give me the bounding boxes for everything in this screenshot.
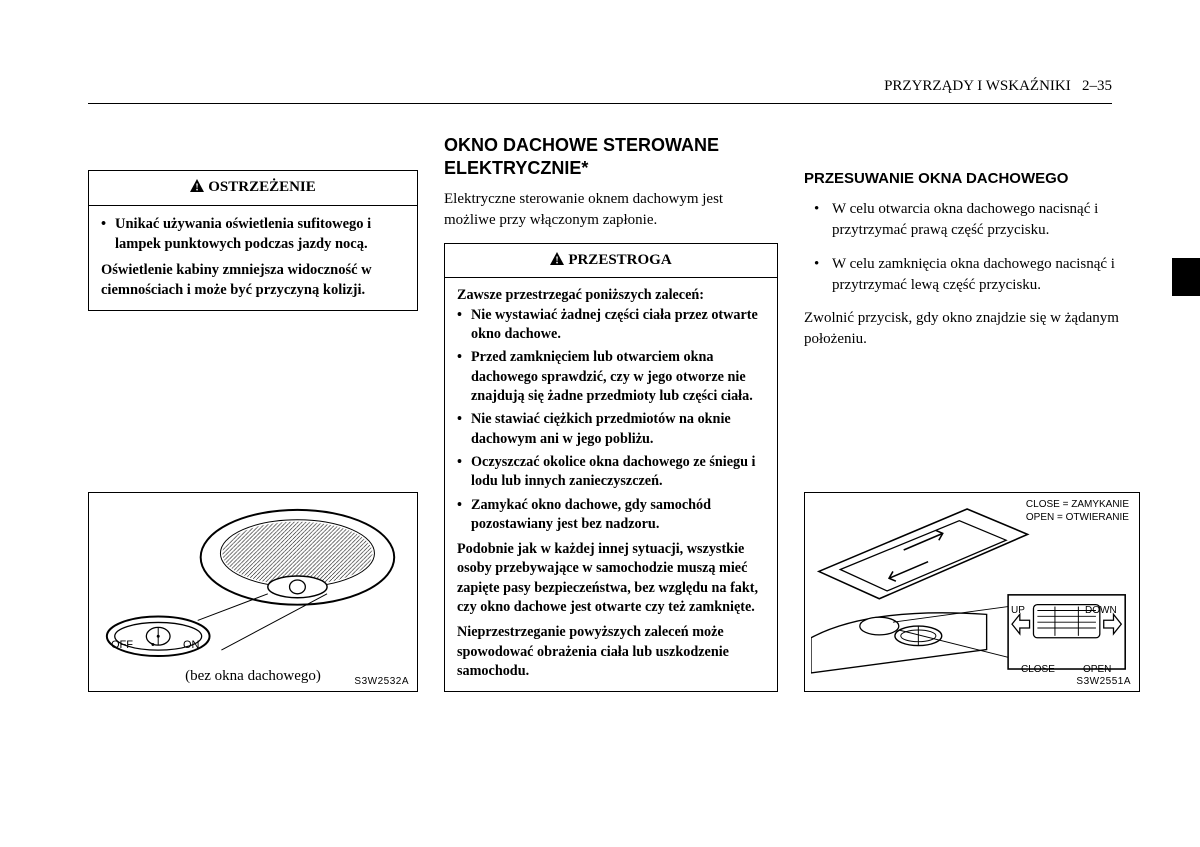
caution-icon: ! — [550, 251, 564, 271]
caution-item: Oczyszczać okolice okna dachowego ze śni… — [471, 453, 765, 492]
label-up: UP — [1011, 605, 1025, 616]
column-left: ! OSTRZEŻENIE Unikać używania oświetleni… — [88, 134, 418, 692]
instruction-item: W celu otwarcia okna dachowego nacisnąć … — [832, 199, 1140, 242]
svg-text:!: ! — [196, 183, 199, 193]
legend-open: OPEN = OTWIERANIE — [1026, 512, 1129, 525]
label-on: ON — [183, 639, 200, 651]
figure-sunroof: CLOSE = ZAMYKANIE OPEN = OTWIERANIE UP D… — [804, 492, 1140, 692]
column-center: OKNO DACHOWE STEROWANE ELEKTRYCZNIE* Ele… — [444, 134, 778, 692]
instruction-item: W celu zamknięcia okna dachowego nacisną… — [832, 254, 1140, 297]
subsection-title: PRZESUWANIE OKNA DACHOWEGO — [804, 170, 1140, 187]
figure-interior-light: OFF ON • (bez okna dachowego) S3W2532A — [88, 492, 418, 692]
warning-title-row: ! OSTRZEŻENIE — [89, 171, 417, 206]
warning-box: ! OSTRZEŻENIE Unikać używania oświetleni… — [88, 170, 418, 311]
figure-code: S3W2551A — [1076, 676, 1131, 687]
legend-close: CLOSE = ZAMYKANIE — [1026, 499, 1129, 512]
sunroof-illustration — [811, 499, 1133, 679]
warning-list: Unikać używania oświetlenia sufitowego i… — [101, 214, 405, 254]
page-number: 2–35 — [1082, 78, 1112, 94]
intro-text: Elektryczne sterowanie oknem dachowym je… — [444, 189, 778, 231]
legend: CLOSE = ZAMYKANIE OPEN = OTWIERANIE — [1026, 499, 1129, 524]
caution-item: Nie wystawiać żadnej części ciała przez … — [471, 306, 765, 345]
warning-icon: ! — [190, 178, 204, 199]
caution-title-row: ! PRZESTROGA — [445, 244, 777, 278]
caution-title: PRZESTROGA — [568, 252, 671, 268]
warning-item: Unikać używania oświetlenia sufitowego i… — [115, 214, 405, 254]
figure-code: S3W2532A — [354, 676, 409, 687]
page-header: PRZYRZĄDY I WSKAŹNIKI 2–35 — [88, 78, 1112, 104]
column-right: PRZESUWANIE OKNA DACHOWEGO W celu otwarc… — [804, 134, 1140, 692]
caution-para2: Nieprzestrzeganie powyższych zaleceń moż… — [457, 623, 765, 681]
interior-light-illustration — [95, 499, 411, 659]
section-name: PRZYRZĄDY I WSKAŹNIKI — [884, 78, 1071, 94]
label-close: CLOSE — [1021, 664, 1055, 675]
caution-para1: Podobnie jak w każdej innej sytuacji, ws… — [457, 540, 765, 617]
label-open: OPEN — [1083, 664, 1111, 675]
caution-box: ! PRZESTROGA Zawsze przestrzegać poniższ… — [444, 243, 778, 692]
caution-item: Zamykać okno dachowe, gdy samochód pozos… — [471, 496, 765, 535]
warning-paragraph: Oświetlenie kabiny zmniejsza widoczność … — [101, 260, 405, 300]
instruction-list: W celu otwarcia okna dachowego nacisnąć … — [804, 199, 1140, 308]
label-off: OFF — [111, 639, 133, 651]
label-dot: • — [151, 639, 155, 651]
warning-title: OSTRZEŻENIE — [208, 179, 316, 195]
caution-list: Nie wystawiać żadnej części ciała przez … — [457, 306, 765, 534]
caution-lead: Zawsze przestrzegać poniższych zaleceń: — [457, 286, 765, 305]
label-down: DOWN — [1085, 605, 1117, 616]
svg-text:!: ! — [556, 256, 559, 266]
section-title: OKNO DACHOWE STEROWANE ELEKTRYCZNIE* — [444, 134, 778, 179]
instruction-para: Zwolnić przycisk, gdy okno znajdzie się … — [804, 308, 1140, 350]
caution-item: Przed zamknięciem lub otwarciem okna dac… — [471, 348, 765, 406]
manual-page: PRZYRZĄDY I WSKAŹNIKI 2–35 ! OSTRZEŻENIE… — [0, 0, 1200, 732]
caution-item: Nie stawiać ciężkich przedmiotów na okni… — [471, 410, 765, 449]
